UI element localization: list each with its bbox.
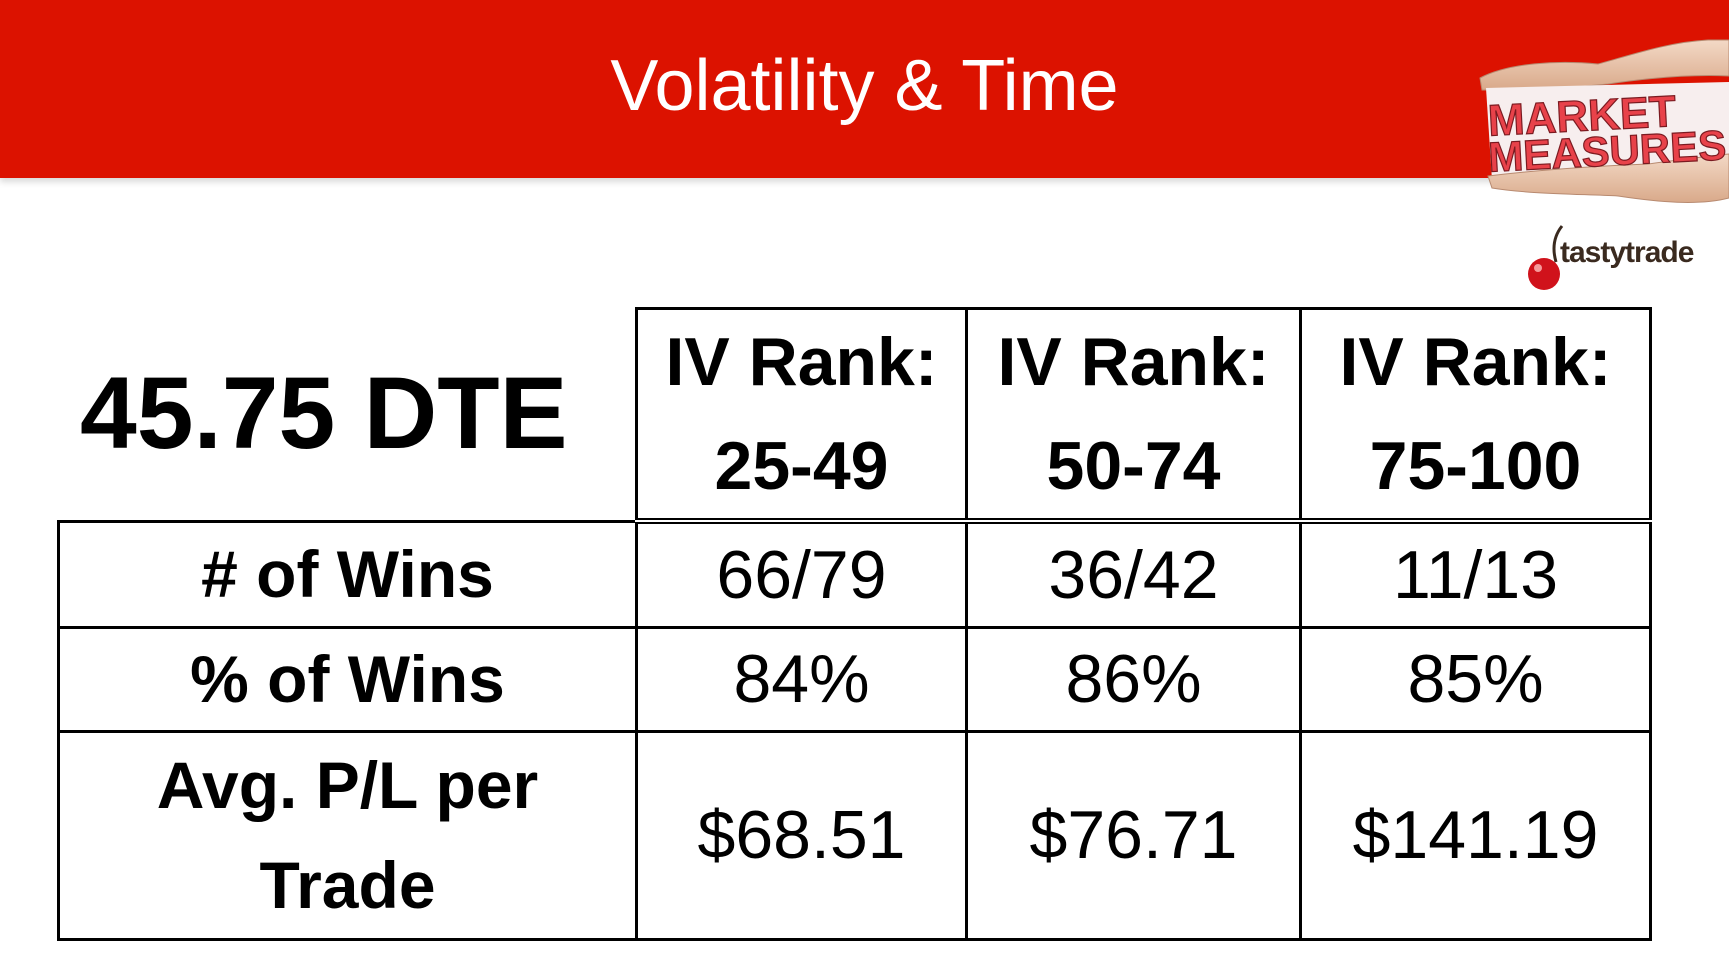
column-header-line1: IV Rank:	[997, 324, 1270, 400]
table-row: % of Wins 84% 86% 85%	[57, 625, 1652, 733]
slide-title: Volatility & Time	[610, 46, 1119, 126]
row-label-line1: Avg. P/L per	[156, 748, 539, 822]
results-table: IV Rank: 25-49 IV Rank: 50-74 IV Rank: 7…	[57, 307, 1652, 941]
table-row: Avg. P/L per Trade $68.51 $76.71 $141.19	[57, 729, 1652, 941]
column-header-line2: 50-74	[1046, 428, 1221, 504]
column-header-iv-25-49: IV Rank: 25-49	[635, 307, 968, 524]
title-bar	[0, 0, 1729, 178]
cell-value: $76.71	[965, 729, 1302, 941]
cell-value: 36/42	[965, 519, 1302, 629]
cell-value: 84%	[635, 625, 968, 733]
column-header-line2: 25-49	[714, 428, 889, 504]
row-label-pct-wins: % of Wins	[57, 625, 638, 733]
tastytrade-logo-text: tastytrade	[1560, 236, 1694, 269]
market-measures-logo: MARKET MEASURES	[1479, 39, 1729, 203]
cell-value: 11/13	[1299, 519, 1652, 629]
row-label-line2: Trade	[259, 848, 436, 922]
cell-value: 85%	[1299, 625, 1652, 733]
table-row: # of Wins 66/79 36/42 11/13	[57, 519, 1652, 629]
column-header-iv-50-74: IV Rank: 50-74	[965, 307, 1302, 524]
row-label-num-wins: # of Wins	[57, 519, 638, 629]
table-corner-cell	[58, 308, 638, 521]
tastytrade-cherry-icon	[1528, 225, 1564, 290]
cell-value: 86%	[965, 625, 1302, 733]
table-header-row: IV Rank: 25-49 IV Rank: 50-74 IV Rank: 7…	[58, 307, 1652, 524]
market-measures-line1: MARKET	[1487, 87, 1678, 146]
cell-value: $141.19	[1299, 729, 1652, 941]
column-header-iv-75-100: IV Rank: 75-100	[1299, 307, 1652, 524]
cell-value: 66/79	[635, 519, 968, 629]
row-label-avg-pl: Avg. P/L per Trade	[57, 729, 638, 941]
column-header-line1: IV Rank:	[665, 324, 938, 400]
column-header-line2: 75-100	[1369, 428, 1582, 504]
cell-value: $68.51	[635, 729, 968, 941]
column-header-line1: IV Rank:	[1339, 324, 1612, 400]
